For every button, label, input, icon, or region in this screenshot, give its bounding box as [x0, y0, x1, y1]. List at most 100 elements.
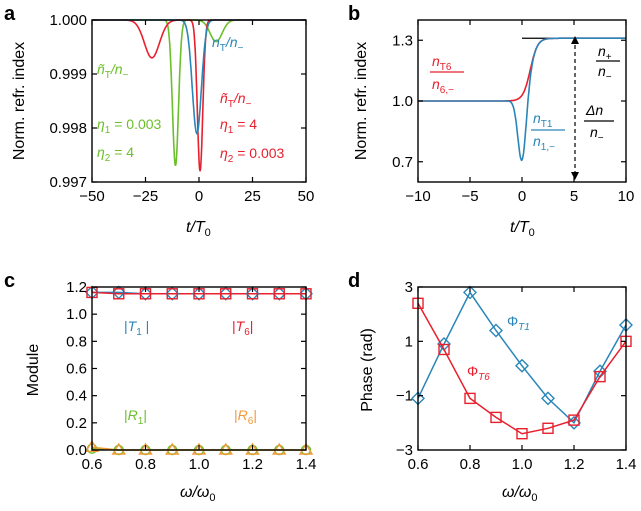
panel-a-xtick-label: −50	[79, 188, 104, 205]
panel-a-ytick-label: 0.997	[49, 174, 87, 191]
panel-d-label-phi-t1: ΦT1	[507, 313, 530, 333]
panel-a-xtick-label: 50	[298, 188, 315, 205]
panel-c-point-red	[113, 288, 125, 300]
panel-b-ytick-label: 0.7	[392, 154, 413, 171]
panel-d-label-phi-t6: ΦT6	[467, 363, 490, 383]
panel-c-label-t6: |T6|	[232, 318, 253, 338]
panel-d-point-red	[516, 428, 528, 440]
panel-c-ylabel: Module	[25, 344, 42, 397]
panel-c-point-blue	[218, 286, 233, 301]
panel-c-xlabel: ω/ω0	[180, 484, 216, 504]
panel-a-ytick-label: 0.999	[49, 66, 87, 83]
panel-c-point-orange	[298, 442, 314, 455]
panel-label-a: a	[4, 3, 16, 25]
panel-b-delta-fraction: Δn n−	[584, 102, 614, 144]
panel-b-blue-num: nT1	[533, 110, 553, 130]
panel-c-point-blue	[272, 286, 287, 301]
panel-c: c 0.6 0.8 1.0 1.2 1.4 0.0 0.2 0.4 0.6 0.8 1.0 1.2 M…	[4, 270, 316, 504]
panel-d-ytick-label: 3	[405, 279, 413, 296]
panel-c-xtick-label: 1.4	[296, 456, 317, 473]
panel-a: a −50 −25 0 25 50 0.997 0.998 0.999 1.000 Norm. …	[4, 3, 314, 239]
panel-a-xlabel: t/T0	[186, 219, 211, 239]
panel-c-point-blue	[138, 286, 153, 301]
panel-d-line-red	[417, 302, 627, 435]
panel-c-point-blue	[165, 286, 180, 301]
panel-b-red-den: n6,−	[432, 76, 454, 96]
panel-c-point-red	[220, 288, 232, 300]
panel-d-point-red	[490, 411, 502, 424]
panel-c-point-orange	[245, 442, 260, 455]
panel-a-blue-label: nT/n−	[212, 34, 244, 54]
panel-d-point-red	[542, 422, 554, 434]
panel-b-delta-num: Δn	[585, 102, 603, 118]
panel-c-point-orange	[272, 442, 287, 455]
panel-d-point-blue	[489, 323, 503, 338]
panel-c-line-red	[91, 291, 306, 295]
panel-b-delta-den: n−	[590, 124, 604, 144]
panel-a-red-legend: ñT/n− η1 = 4 η2 = 0.003	[220, 90, 285, 165]
panel-d-xtick-label: 1.0	[512, 456, 533, 473]
panel-c-ytick-label: 0.4	[66, 388, 87, 405]
panel-c-point-orange	[84, 439, 100, 452]
panel-a-green-eta2: η2 = 4	[97, 144, 134, 164]
panel-d-point-blue	[541, 391, 555, 406]
panel-c-point-orange	[165, 442, 180, 455]
panel-d-point-blue	[515, 358, 529, 373]
panel-c-point-orange	[191, 442, 207, 455]
panel-a-green-label: ñT/n−	[97, 61, 129, 81]
panel-c-xtick-label: 1.2	[242, 456, 263, 473]
panel-c-ytick-label: 1.2	[66, 279, 87, 296]
panel-a-xtick-label: 25	[244, 188, 261, 205]
panel-c-label-r1: |R1|	[124, 407, 147, 427]
panel-a-ytick-label: 0.998	[49, 120, 87, 137]
panel-a-xtick-label: −25	[133, 188, 158, 205]
panel-c-point-orange	[218, 442, 233, 455]
panel-label-c: c	[4, 270, 15, 292]
panel-d-frame	[417, 286, 627, 451]
panel-c-point-orange	[138, 442, 153, 455]
panel-label-b: b	[348, 3, 360, 25]
panel-c-point-orange	[111, 442, 126, 455]
panel-c-label-t1: |T1 |	[124, 318, 149, 338]
panel-c-ytick-label: 0.0	[66, 442, 87, 459]
panel-b-ratio-num: n+	[598, 43, 612, 63]
panel-d-xtick-label: 0.6	[408, 456, 429, 473]
panel-b-arrow-down-icon	[571, 172, 579, 180]
panel-b-arrow-up-icon	[571, 36, 579, 44]
panel-b-ytick-label: 1.3	[392, 32, 413, 49]
panel-d-ylabel: Phase (rad)	[359, 328, 376, 412]
panel-b-ytick-label: 1.0	[392, 93, 413, 110]
panel-c-ytick-label: 1.0	[66, 306, 87, 323]
panel-b-blue-den: n1,−	[533, 133, 555, 153]
panel-b-red-num: nT6	[432, 53, 452, 73]
panel-d-xtick-label: 0.8	[460, 456, 481, 473]
panel-b-ylabel: Norm. refr. index	[353, 42, 370, 160]
panel-d-ytick-label: 1	[405, 333, 413, 350]
panel-b-series-blue	[418, 37, 626, 162]
panel-b-xtick-label: 5	[570, 188, 578, 205]
panel-b-ratio-den: n−	[598, 63, 612, 83]
panel-d-xlabel: ω/ω0	[502, 484, 538, 504]
panel-b-xtick-label: −5	[461, 188, 478, 205]
panel-d-point-blue	[463, 285, 477, 300]
panel-d-ytick-label: −3	[396, 442, 413, 459]
panel-a-ylabel: Norm. refr. index	[11, 42, 28, 160]
panel-a-green-eta1: η1 = 0.003	[97, 116, 162, 136]
panel-b-red-fraction: nT6 n6,−	[430, 53, 464, 96]
panel-b-xtick-label: 10	[618, 188, 635, 205]
panel-b-xlabel: t/T0	[510, 219, 535, 239]
panel-b-blue-fraction: nT1 n1,−	[531, 110, 565, 153]
panel-d: d 0.6 0.8 1.0 1.2 1.4 −3 −1 1 3 Phase (rad) ω/ω0…	[348, 270, 636, 504]
panel-c-ytick-label: 0.2	[66, 415, 87, 432]
panel-c-label-r6: |R6|	[234, 407, 257, 427]
panel-c-point-blue	[245, 286, 260, 301]
panel-c-point-red	[166, 288, 178, 300]
panel-a-xtick-label: 0	[195, 188, 203, 205]
panel-c-ytick-label: 0.6	[66, 361, 87, 378]
panel-d-point-red	[594, 370, 606, 383]
panel-a-red-eta2: η2 = 0.003	[220, 145, 285, 165]
panel-b-ratio-fraction: n+ n−	[596, 43, 620, 83]
panel-c-point-red	[273, 288, 285, 300]
panel-c-xtick-label: 0.6	[82, 456, 103, 473]
panel-d-xtick-label: 1.4	[616, 456, 637, 473]
